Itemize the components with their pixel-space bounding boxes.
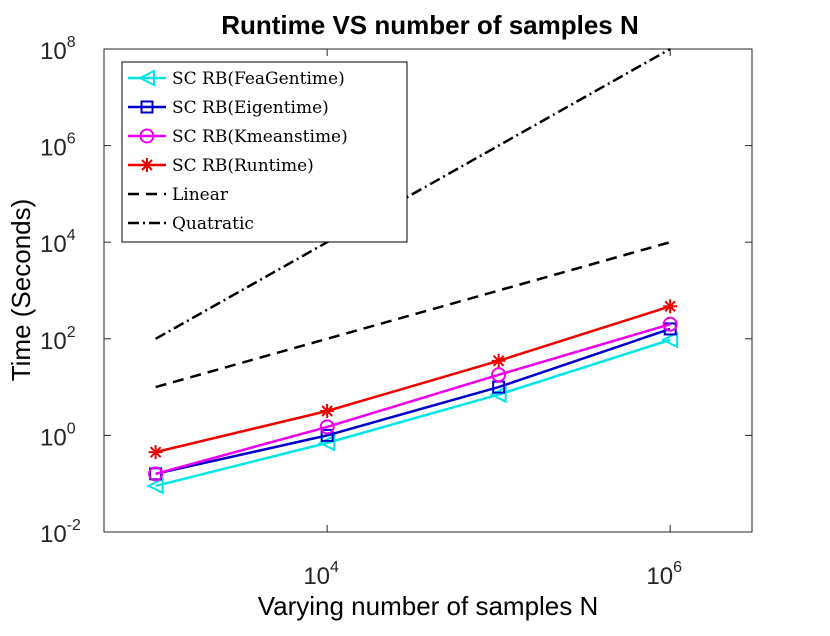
legend-item: SC RB(Eigentime) (128, 98, 329, 118)
y-tick-label: 104 (40, 227, 76, 258)
y-tick-exponent: 6 (67, 131, 76, 148)
data-point (660, 331, 679, 349)
data-point (148, 466, 164, 482)
y-axis-label: Time (Seconds) (6, 199, 36, 382)
legend-label: SC RB(Runtime) (172, 156, 314, 176)
data-point (491, 353, 506, 368)
y-tick-exponent: -2 (67, 517, 81, 534)
x-tick-label: 104 (303, 559, 339, 590)
data-point (489, 385, 507, 404)
legend-item: Quatratic (128, 214, 254, 234)
legend-item: SC RB(Kmeanstime) (128, 127, 348, 147)
y-tick-exponent: 2 (67, 324, 76, 341)
legend-label: SC RB(Eigentime) (172, 98, 329, 118)
legend-marker (140, 158, 154, 172)
x-axis-label: Varying number of samples N (258, 591, 599, 621)
legend-label: SC RB(FeaGentime) (172, 69, 345, 89)
legend-marker (140, 100, 154, 114)
legend-marker (139, 128, 155, 144)
y-tick-exponent: 0 (67, 420, 76, 437)
series-layer (146, 47, 679, 495)
y-tick-label: 106 (40, 131, 76, 162)
legend-item: SC RB(Runtime) (128, 156, 314, 176)
y-tick-label: 100 (40, 420, 76, 451)
series-quatratic (155, 47, 671, 340)
data-point (146, 477, 164, 495)
series-line (155, 338, 671, 488)
legend: SC RB(FeaGentime) SC RB(Eigentime) SC RB(K… (121, 61, 408, 243)
data-point (320, 404, 335, 419)
data-point (320, 428, 334, 442)
data-point (319, 419, 335, 435)
legend-marker (137, 69, 155, 87)
y-tick-label: 102 (40, 324, 76, 355)
series-line (155, 47, 671, 340)
series-sc-rb-kmeanstime- (148, 316, 678, 482)
legend-label: Linear (172, 185, 229, 205)
y-tick-exponent: 8 (67, 34, 76, 51)
legend-box (121, 61, 408, 243)
series-line (155, 327, 671, 476)
data-point (148, 445, 163, 460)
data-point (317, 434, 336, 452)
data-point (662, 316, 678, 332)
y-tick-label: 108 (40, 34, 76, 65)
legend-label: SC RB(Kmeanstime) (172, 127, 348, 147)
legend-item: Linear (128, 185, 229, 205)
x-tick-exponent: 4 (330, 559, 339, 576)
plot-area (103, 48, 753, 533)
series-line (155, 323, 671, 476)
series-sc-rb-feagentime- (146, 331, 679, 495)
data-point (663, 299, 678, 314)
y-tick-label: 10-2 (40, 517, 81, 548)
chart-title: Runtime VS number of samples N (221, 10, 639, 40)
legend-label: Quatratic (172, 214, 254, 234)
x-tick-label: 106 (646, 559, 682, 590)
series-sc-rb-runtime- (148, 299, 678, 460)
data-point (491, 367, 507, 383)
y-tick-exponent: 4 (67, 227, 76, 244)
legend-item: SC RB(FeaGentime) (128, 69, 345, 89)
x-tick-exponent: 6 (673, 559, 682, 576)
series-line (155, 305, 671, 454)
